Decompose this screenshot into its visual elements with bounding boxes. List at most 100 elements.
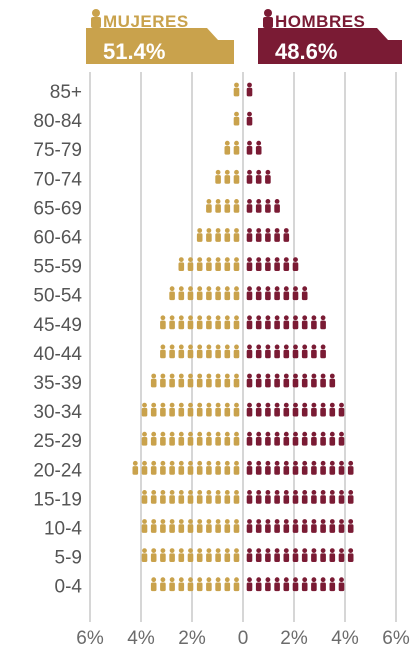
person-icon — [178, 373, 185, 388]
person-icon — [206, 344, 212, 359]
person-icon — [196, 519, 203, 533]
person-icon — [292, 490, 299, 504]
person-icon — [292, 548, 299, 562]
person-icon — [274, 402, 280, 417]
person-icon — [246, 548, 253, 562]
bar-women-11 — [141, 402, 240, 417]
person-icon — [160, 519, 166, 533]
person-icon — [206, 257, 212, 271]
person-icon — [206, 228, 212, 242]
person-icon — [187, 344, 194, 359]
age-label: 70-74 — [33, 169, 82, 190]
person-icon — [311, 431, 317, 446]
person-icon — [178, 431, 185, 446]
person-icon — [311, 373, 317, 388]
person-icon — [255, 548, 262, 562]
person-icon — [224, 140, 231, 155]
person-icon — [283, 315, 290, 330]
person-icon — [160, 402, 166, 417]
person-icon — [169, 577, 175, 592]
person-icon — [338, 490, 345, 504]
person-icon — [320, 315, 326, 330]
person-icon — [233, 140, 240, 155]
person-icon — [187, 373, 194, 388]
x-tick-label: 4% — [331, 628, 359, 649]
person-icon — [169, 344, 175, 359]
bar-men-11 — [246, 402, 345, 417]
person-icon — [150, 460, 157, 475]
grid-lines — [89, 72, 397, 622]
person-icon — [150, 490, 157, 504]
person-icon — [283, 548, 290, 562]
person-icon — [187, 315, 194, 330]
person-icon — [224, 519, 231, 533]
person-icon — [150, 373, 157, 388]
person-icon — [329, 577, 336, 592]
person-icon — [320, 577, 326, 592]
person-icon — [292, 460, 299, 475]
person-icon — [329, 519, 336, 533]
bar-women-14 — [141, 490, 240, 504]
bar-men-6 — [246, 257, 299, 271]
x-tick-label: 2% — [280, 628, 308, 649]
person-icon — [283, 519, 290, 533]
person-icon — [311, 519, 317, 533]
person-icon — [320, 431, 326, 446]
legend-women: MUJERES 51.4% — [86, 9, 234, 64]
age-label: 85+ — [50, 82, 82, 103]
person-icon — [160, 315, 166, 330]
bar-men-3 — [246, 169, 271, 184]
person-icon — [274, 548, 280, 562]
person-icon — [169, 490, 175, 504]
bar-men-0 — [246, 82, 253, 97]
person-icon — [283, 402, 290, 417]
bar-women-6 — [178, 257, 240, 271]
person-icon — [206, 286, 212, 301]
person-icon — [274, 199, 280, 213]
person-icon — [255, 199, 262, 213]
bars-men — [246, 82, 354, 592]
person-icon — [233, 460, 240, 475]
person-icon — [224, 490, 231, 504]
person-icon — [255, 257, 262, 271]
person-icon — [338, 577, 345, 592]
person-icon — [160, 490, 166, 504]
person-icon — [274, 431, 280, 446]
person-icon — [215, 257, 221, 271]
person-icon — [178, 577, 185, 592]
bar-women-17 — [150, 577, 240, 592]
bar-men-15 — [246, 519, 354, 533]
person-icon — [292, 344, 299, 359]
person-icon — [206, 402, 212, 417]
bar-men-9 — [246, 344, 326, 359]
x-axis-ticks: 6% 4% 2% 0 2% 4% 6% — [76, 628, 410, 649]
bar-women-7 — [169, 286, 240, 301]
person-icon — [283, 257, 290, 271]
person-icon — [196, 548, 203, 562]
person-icon — [301, 286, 308, 301]
person-icon — [178, 315, 185, 330]
person-icon — [233, 315, 240, 330]
person-icon — [196, 460, 203, 475]
person-icon — [246, 169, 253, 184]
person-icon — [215, 344, 221, 359]
person-icon — [320, 548, 326, 562]
person-icon — [141, 548, 148, 562]
person-icon — [265, 519, 271, 533]
person-icon — [329, 548, 336, 562]
legend-men-tab — [258, 28, 402, 64]
person-icon — [274, 519, 280, 533]
bar-men-4 — [246, 199, 280, 213]
person-icon — [265, 199, 271, 213]
person-icon — [206, 577, 212, 592]
person-icon — [215, 169, 221, 184]
person-icon — [255, 519, 262, 533]
person-icon — [196, 373, 203, 388]
person-icon — [224, 169, 231, 184]
person-icon — [132, 460, 139, 475]
age-label: 25-29 — [33, 431, 82, 452]
age-label: 35-39 — [33, 373, 82, 394]
person-icon — [347, 490, 354, 504]
bar-women-3 — [215, 169, 240, 184]
bar-men-13 — [246, 460, 354, 475]
